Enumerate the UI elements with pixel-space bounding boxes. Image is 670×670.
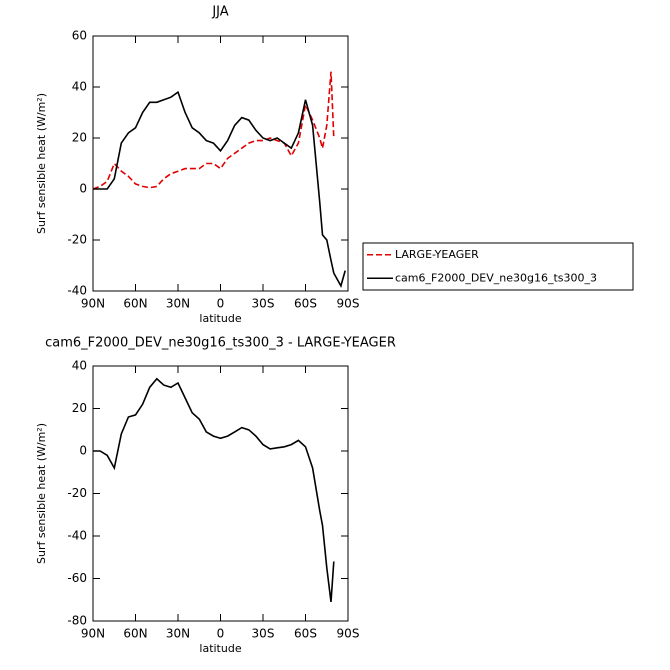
x-tick-label: 90S: [337, 627, 360, 641]
y-tick-label: -60: [67, 571, 87, 585]
data-line: [92, 71, 335, 190]
x-tick-label: 90S: [337, 297, 360, 311]
y-tick-label: -40: [67, 284, 87, 298]
y-tick-label: 0: [79, 182, 87, 196]
legend-label: cam6_F2000_DEV_ne30g16_ts300_3: [395, 271, 597, 284]
legend-box: [362, 242, 634, 291]
data-line: [93, 377, 335, 602]
y-tick-label: -20: [67, 233, 87, 247]
x-tick-label: 90N: [81, 297, 105, 311]
x-tick-label: 30S: [252, 297, 275, 311]
y-tick-label: -80: [67, 614, 87, 628]
legend-label: LARGE-YEAGER: [395, 248, 479, 261]
chart-title: cam6_F2000_DEV_ne30g16_ts300_3 - LARGE-Y…: [45, 336, 396, 351]
x-tick-label: 60N: [123, 297, 147, 311]
x-tick-label: 30N: [166, 627, 190, 641]
x-tick-label: 60S: [294, 627, 317, 641]
y-tick-label: -20: [67, 486, 87, 500]
x-tick-label: 60S: [294, 297, 317, 311]
data-line: [93, 90, 346, 288]
y-axis-label: Surf sensible heat (W/m²): [35, 93, 48, 234]
x-tick-label: 90N: [81, 627, 105, 641]
plot-frame: [92, 365, 349, 622]
y-tick-label: 20: [72, 131, 87, 145]
x-tick-label: 60N: [123, 627, 147, 641]
x-tick-label: 0: [217, 297, 225, 311]
x-tick-label: 30N: [166, 297, 190, 311]
y-tick-label: 20: [72, 401, 87, 415]
plot-frame: [92, 35, 349, 292]
y-tick-label: 0: [79, 444, 87, 458]
y-axis-label: Surf sensible heat (W/m²): [35, 423, 48, 564]
y-tick-label: -40: [67, 529, 87, 543]
x-axis-label: latitude: [199, 642, 241, 655]
x-tick-label: 0: [217, 627, 225, 641]
x-axis-label: latitude: [199, 312, 241, 325]
y-tick-label: 40: [72, 80, 87, 94]
chart-title: JJA: [211, 5, 228, 20]
x-tick-label: 30S: [252, 627, 275, 641]
y-tick-label: 40: [72, 359, 87, 373]
y-tick-label: 60: [72, 29, 87, 43]
